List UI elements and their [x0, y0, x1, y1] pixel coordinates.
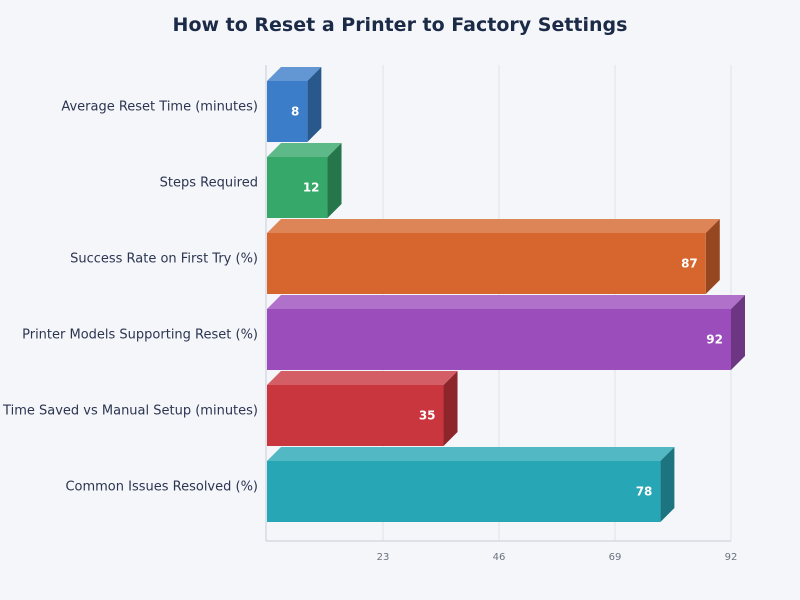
bar-value-label: 8	[291, 105, 299, 119]
bar	[267, 371, 458, 446]
bar-value-label: 87	[681, 257, 698, 271]
labels-layer: 8 Average Reset Time (minutes) 12 Steps Req…	[2, 100, 723, 499]
bars-layer	[267, 67, 745, 522]
bar-value-label: 92	[706, 333, 723, 347]
bar	[267, 143, 342, 218]
bar	[267, 295, 745, 370]
category-label: Steps Required	[160, 176, 258, 191]
bar-value-label: 12	[303, 181, 320, 195]
bar-value-label: 78	[636, 485, 653, 499]
x-tick-label: 23	[377, 552, 390, 563]
bar	[267, 219, 720, 294]
category-label: Success Rate on First Try (%)	[70, 252, 258, 267]
bar	[267, 67, 322, 142]
x-tick-label: 69	[609, 552, 622, 563]
x-tick-label: 92	[725, 552, 738, 563]
chart-title: How to Reset a Printer to Factory Settin…	[172, 14, 628, 36]
category-label: Printer Models Supporting Reset (%)	[22, 328, 258, 343]
category-label: Average Reset Time (minutes)	[61, 100, 258, 115]
x-tick-label: 46	[493, 552, 506, 563]
bar	[267, 447, 675, 522]
category-label: Time Saved vs Manual Setup (minutes)	[2, 404, 258, 419]
bar-value-label: 35	[419, 409, 436, 423]
category-label: Common Issues Resolved (%)	[65, 480, 258, 495]
axis-layer: 23 46 69 92	[265, 65, 738, 563]
